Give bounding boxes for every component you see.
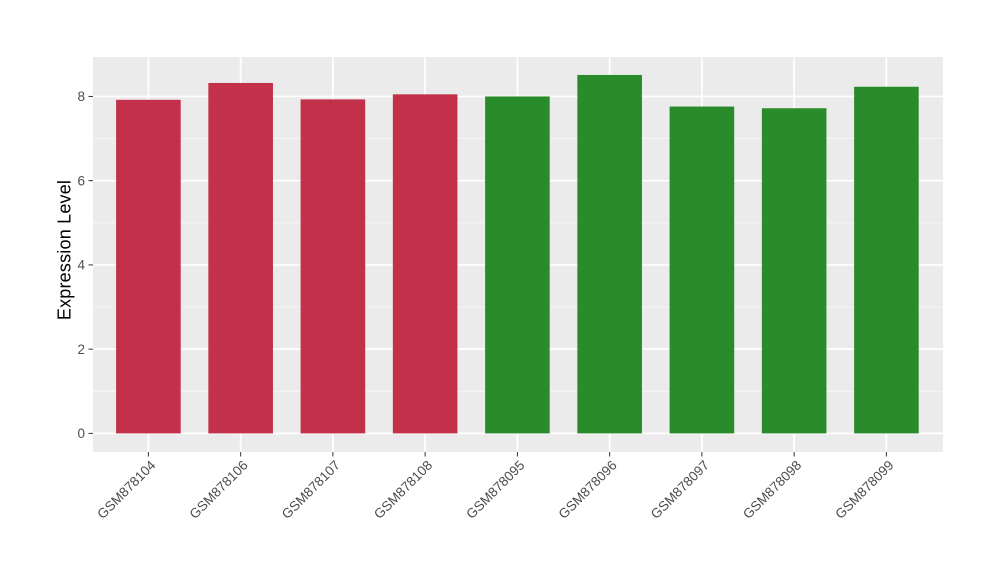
bar-GSM878108 xyxy=(392,94,458,434)
bar-GSM878107 xyxy=(300,99,366,434)
x-tick-label-GSM878098: GSM878098 xyxy=(740,458,804,522)
y-tick-label-2: 2 xyxy=(77,342,85,357)
x-tick-label-GSM878099: GSM878099 xyxy=(832,458,896,522)
y-tick-label-4: 4 xyxy=(77,258,85,273)
bar-GSM878099 xyxy=(854,86,919,434)
x-tick-label-GSM878106: GSM878106 xyxy=(187,458,251,522)
x-tick-label-GSM878107: GSM878107 xyxy=(279,458,343,522)
bar-GSM878097 xyxy=(669,106,735,434)
bar-GSM878106 xyxy=(208,82,273,434)
x-tick-label-GSM878104: GSM878104 xyxy=(94,457,159,522)
y-axis-title: Expression Level xyxy=(54,179,75,321)
bar-GSM878098 xyxy=(761,108,827,434)
x-tick-label-GSM878108: GSM878108 xyxy=(371,458,435,522)
y-tick-label-8: 8 xyxy=(77,89,85,104)
y-tick-label-6: 6 xyxy=(77,173,85,188)
bar-GSM878104 xyxy=(116,99,181,434)
x-tick-label-GSM878097: GSM878097 xyxy=(648,458,712,522)
bar-GSM878096 xyxy=(577,74,642,434)
x-tick-label-GSM878096: GSM878096 xyxy=(556,458,620,522)
x-tick-label-GSM878095: GSM878095 xyxy=(463,458,527,522)
y-tick-label-0: 0 xyxy=(77,426,85,441)
bar-GSM878095 xyxy=(485,96,550,434)
